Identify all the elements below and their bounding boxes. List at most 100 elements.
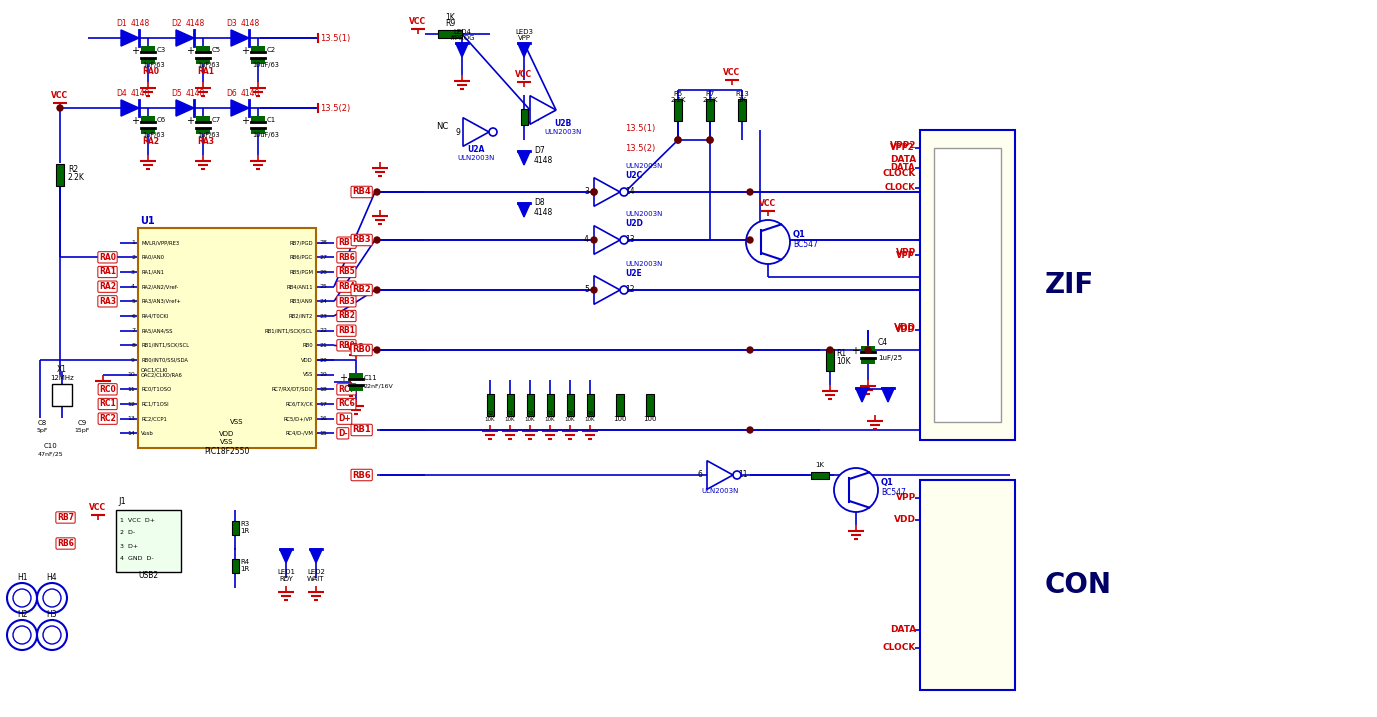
Text: RA1: RA1 bbox=[99, 267, 116, 277]
Bar bbox=[673, 99, 682, 121]
Text: 15pF: 15pF bbox=[74, 428, 90, 433]
Polygon shape bbox=[310, 549, 322, 563]
Circle shape bbox=[56, 105, 63, 111]
Polygon shape bbox=[176, 30, 194, 46]
Circle shape bbox=[733, 471, 741, 479]
Circle shape bbox=[591, 189, 598, 195]
Text: C8: C8 bbox=[37, 420, 47, 426]
Text: Vusb: Vusb bbox=[140, 431, 154, 436]
Text: 12MHz: 12MHz bbox=[50, 375, 74, 381]
Text: 4: 4 bbox=[131, 284, 135, 289]
Text: 2.2K: 2.2K bbox=[671, 97, 686, 103]
Text: H1: H1 bbox=[17, 573, 28, 582]
Circle shape bbox=[620, 236, 628, 244]
Text: Q1: Q1 bbox=[881, 478, 894, 487]
Text: 5pF: 5pF bbox=[36, 428, 48, 433]
Text: VPP: VPP bbox=[518, 35, 530, 41]
Text: RC6: RC6 bbox=[337, 399, 355, 409]
Text: ULN2003N: ULN2003N bbox=[625, 211, 662, 217]
Bar bbox=[251, 46, 264, 52]
Text: RC0: RC0 bbox=[99, 385, 116, 394]
Text: 1uF/25: 1uF/25 bbox=[879, 355, 902, 361]
Text: DATA: DATA bbox=[891, 163, 914, 173]
Text: 3: 3 bbox=[131, 270, 135, 275]
Text: OAC1/CLKI: OAC1/CLKI bbox=[140, 368, 168, 373]
Text: 16: 16 bbox=[319, 416, 326, 421]
Text: C1: C1 bbox=[267, 117, 277, 123]
Text: R1
10K: R1 10K bbox=[505, 412, 515, 422]
Text: #PROG: #PROG bbox=[449, 35, 475, 41]
Circle shape bbox=[620, 286, 628, 294]
Text: 21: 21 bbox=[319, 343, 326, 348]
Text: RB2/INT2: RB2/INT2 bbox=[289, 313, 313, 318]
Bar bbox=[251, 58, 264, 64]
Text: +: + bbox=[186, 46, 194, 56]
Text: R5
10K: R5 10K bbox=[565, 412, 576, 422]
Text: 13.5(1): 13.5(1) bbox=[319, 34, 350, 42]
Circle shape bbox=[865, 347, 872, 353]
Text: RC4/D-/VM: RC4/D-/VM bbox=[285, 431, 313, 436]
Text: 1K: 1K bbox=[815, 462, 825, 468]
Text: 7: 7 bbox=[131, 328, 135, 333]
Text: 4148: 4148 bbox=[534, 156, 554, 165]
Polygon shape bbox=[518, 151, 530, 165]
Text: DATA: DATA bbox=[890, 625, 916, 635]
Text: RB3: RB3 bbox=[353, 235, 370, 244]
Text: RA3/AN3/Vref+: RA3/AN3/Vref+ bbox=[140, 299, 180, 304]
Text: ULN2003N: ULN2003N bbox=[701, 488, 738, 494]
Text: 2.2K: 2.2K bbox=[702, 97, 717, 103]
Text: U2B: U2B bbox=[555, 119, 571, 128]
Bar bbox=[738, 99, 746, 121]
Text: 17: 17 bbox=[319, 402, 326, 407]
Text: RB0/INT0/SSI/SDA: RB0/INT0/SSI/SDA bbox=[140, 358, 189, 363]
Bar bbox=[140, 58, 156, 64]
Text: 12: 12 bbox=[625, 285, 635, 294]
Text: RA4/T0CKI: RA4/T0CKI bbox=[140, 313, 168, 318]
Text: D6: D6 bbox=[227, 89, 237, 98]
Circle shape bbox=[591, 189, 598, 195]
Bar bbox=[826, 349, 834, 371]
Polygon shape bbox=[518, 203, 530, 217]
Text: RA2/AN2/Vref-: RA2/AN2/Vref- bbox=[140, 284, 178, 289]
Text: RC6/TX/CK: RC6/TX/CK bbox=[285, 402, 313, 407]
Text: VSS: VSS bbox=[230, 419, 244, 425]
Polygon shape bbox=[855, 388, 869, 402]
Text: 2.2K: 2.2K bbox=[67, 173, 85, 182]
Text: VCC: VCC bbox=[51, 91, 69, 100]
Text: 25: 25 bbox=[319, 284, 326, 289]
Text: H2: H2 bbox=[17, 610, 28, 619]
Text: VDD: VDD bbox=[219, 431, 234, 437]
Circle shape bbox=[7, 583, 37, 613]
Text: D4: D4 bbox=[117, 89, 128, 98]
Circle shape bbox=[746, 347, 753, 353]
Circle shape bbox=[7, 620, 37, 650]
Polygon shape bbox=[231, 30, 249, 46]
Text: ULN2003N: ULN2003N bbox=[625, 261, 662, 267]
Text: 10: 10 bbox=[127, 372, 135, 377]
Text: 15: 15 bbox=[319, 431, 326, 436]
Text: D1: D1 bbox=[117, 19, 127, 28]
Text: +: + bbox=[851, 346, 859, 356]
Text: RC2/CCP1: RC2/CCP1 bbox=[140, 416, 167, 421]
Text: R6
10K: R6 10K bbox=[585, 412, 595, 422]
Text: 4148: 4148 bbox=[131, 89, 150, 98]
Bar bbox=[547, 394, 554, 416]
Text: RB7: RB7 bbox=[337, 238, 355, 247]
Text: R3
10K: R3 10K bbox=[525, 412, 536, 422]
Text: RB0: RB0 bbox=[353, 346, 370, 354]
Text: RB0: RB0 bbox=[303, 343, 313, 348]
Bar bbox=[231, 521, 238, 535]
Bar bbox=[348, 373, 364, 379]
Text: RB2: RB2 bbox=[337, 311, 355, 320]
Text: 13.5(1): 13.5(1) bbox=[625, 123, 655, 133]
Text: BC547: BC547 bbox=[793, 240, 818, 249]
Text: 1K: 1K bbox=[529, 114, 538, 123]
Polygon shape bbox=[530, 95, 556, 124]
Circle shape bbox=[43, 589, 61, 607]
Text: WAIT: WAIT bbox=[307, 576, 325, 582]
Circle shape bbox=[620, 188, 628, 196]
Text: 4  GND  D-: 4 GND D- bbox=[120, 556, 154, 561]
Text: 4148: 4148 bbox=[186, 89, 205, 98]
Text: R9: R9 bbox=[445, 19, 456, 28]
Text: +: + bbox=[186, 116, 194, 126]
